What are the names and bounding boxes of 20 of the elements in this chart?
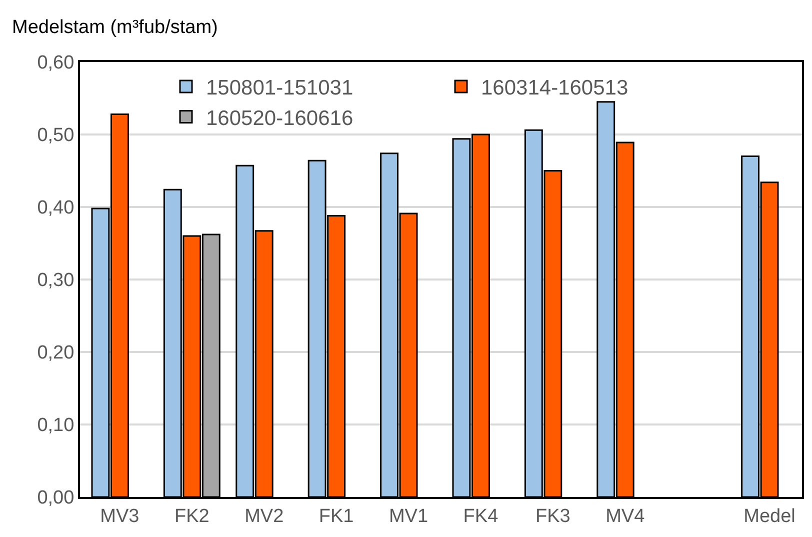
x-tick-label: MV4 bbox=[606, 506, 646, 527]
x-tick-label: MV1 bbox=[388, 506, 428, 527]
legend-label: 160520-160616 bbox=[206, 106, 354, 130]
y-axis-title: Medelstam (m³fub/stam) bbox=[12, 17, 218, 38]
x-tick-label: FK3 bbox=[535, 506, 570, 527]
x-tick-label: Medel bbox=[744, 506, 796, 527]
y-tick-label: 0,20 bbox=[37, 342, 74, 364]
y-tick-label: 0,50 bbox=[37, 125, 74, 146]
x-tick-label: MV2 bbox=[244, 506, 284, 527]
y-tick-label: 0,10 bbox=[37, 415, 74, 436]
x-tick-label: FK1 bbox=[318, 506, 354, 527]
x-tick-label: FK2 bbox=[174, 506, 210, 527]
legend-label: 150801-151031 bbox=[206, 76, 354, 100]
x-tick-label: MV3 bbox=[100, 506, 140, 527]
y-tick-label: 0,40 bbox=[37, 198, 74, 219]
y-tick-label: 0,00 bbox=[37, 488, 74, 509]
y-tick-label: 0,30 bbox=[37, 270, 74, 292]
legend-label: 160314-160513 bbox=[481, 76, 628, 100]
y-tick-label: 0,60 bbox=[37, 52, 74, 74]
x-tick-label: FK4 bbox=[463, 506, 499, 527]
